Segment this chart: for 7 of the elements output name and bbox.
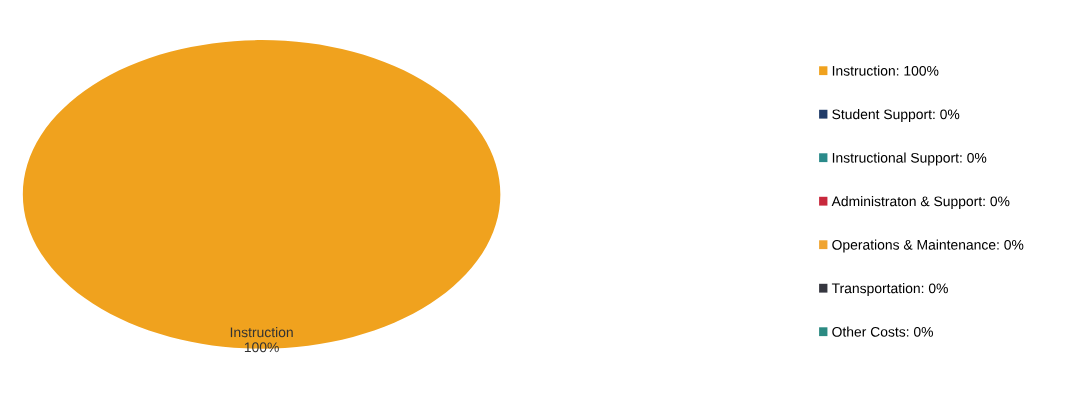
legend-label: Instruction: 100%	[832, 65, 939, 76]
legend-label: Transportation: 0%	[831, 283, 948, 296]
legend-label: Instructional Support: 0%	[832, 152, 987, 166]
legend-label: Administraton & Support: 0%	[831, 196, 1010, 209]
legend-label: Student Support: 0%	[832, 109, 960, 122]
legend-label: Operations & Maintenance: 0%	[832, 239, 1024, 253]
legend-label: Other Costs: 0%	[832, 326, 933, 337]
